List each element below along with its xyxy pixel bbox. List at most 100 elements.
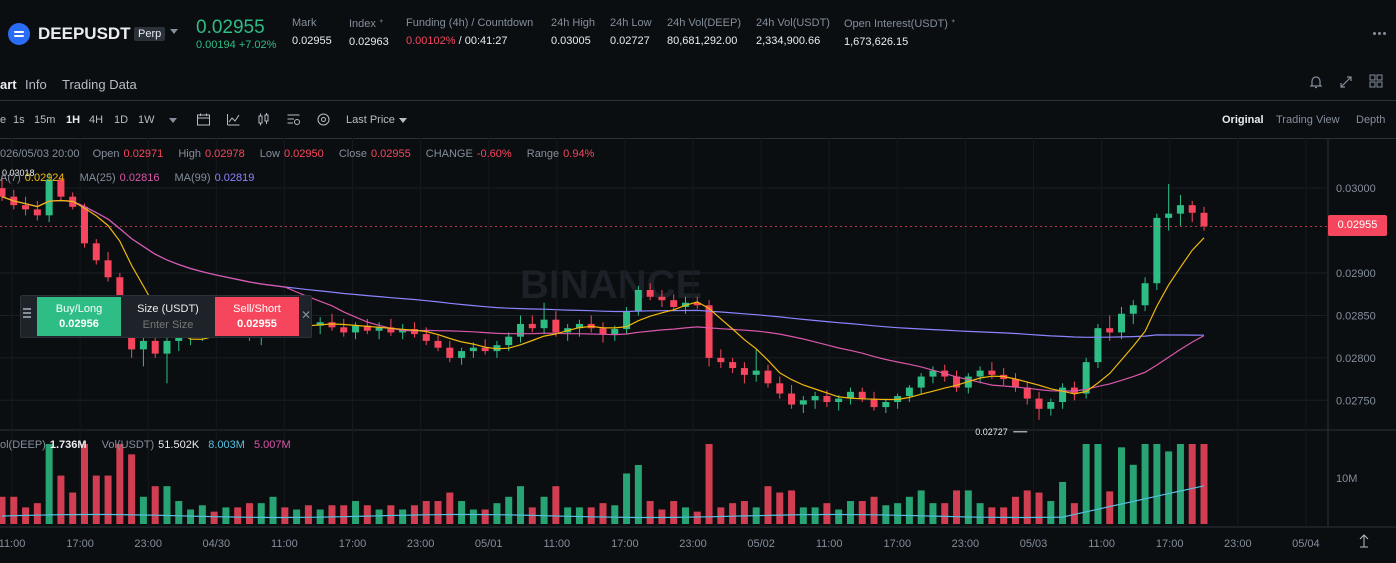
candle [1082, 362, 1090, 394]
bell-icon[interactable] [1308, 74, 1324, 90]
stat-value: 80,681,292.00 [667, 35, 738, 47]
volume-bar [634, 464, 642, 524]
stat-label[interactable]: Index ᐩ [349, 18, 384, 30]
symbol-name[interactable]: DEEPUSDT [38, 24, 131, 43]
gear-icon[interactable] [316, 112, 331, 127]
tab-trading-data[interactable]: Trading Data [62, 77, 137, 92]
drag-handle-icon[interactable] [23, 308, 31, 310]
ma7-value: 0.02924 [24, 172, 65, 184]
candle [163, 340, 171, 354]
candle [646, 290, 654, 297]
time-axis-label: 17:00 [1156, 538, 1184, 550]
candle [57, 179, 65, 197]
candle-type-icon[interactable] [256, 112, 271, 127]
time-axis-label: 11:00 [543, 538, 570, 550]
candle [375, 327, 383, 331]
volume-bar [1129, 464, 1137, 524]
candle [705, 305, 713, 358]
more-options-icon[interactable] [1373, 32, 1376, 35]
volume-bar [552, 486, 560, 524]
stat-label: Funding (4h) / Countdown [406, 17, 534, 29]
time-axis-label: 17:00 [611, 538, 639, 550]
interval-1w[interactable]: 1W [138, 114, 155, 126]
size-input[interactable] [126, 318, 210, 332]
candle [752, 370, 760, 375]
view-original[interactable]: Original [1222, 114, 1264, 126]
stat-label: 24h Vol(USDT) [756, 17, 830, 29]
time-axis-label: 23:00 [679, 538, 707, 550]
view-depth[interactable]: Depth [1356, 114, 1386, 126]
vol-usdt-label: Vol(USDT) [101, 439, 155, 451]
volume-bar [481, 509, 489, 524]
price-axis-label: 0.02900 [1336, 268, 1376, 280]
candle [788, 393, 796, 405]
calendar-icon[interactable] [196, 112, 211, 127]
volume-bar [740, 501, 748, 524]
indicator-icon[interactable] [226, 112, 241, 127]
candle [953, 376, 961, 388]
vol-usdt-value: 51.502K [158, 439, 200, 451]
volume-bar [1047, 501, 1055, 524]
stat-label: Mark [292, 17, 317, 29]
stat-24h-vol-deep: 24h Vol(DEEP) 80,681,292.00 [667, 17, 741, 47]
candle [363, 325, 371, 331]
candlestick-chart[interactable]: 0.03000 0.02900 0.02850 0.02800 0.02750 BINAN… [0, 138, 1396, 563]
legend-low-label: Low [259, 148, 280, 160]
volume-bar [293, 509, 301, 524]
legend-close: 0.02955 [370, 148, 411, 160]
candle [811, 396, 819, 401]
ma25-line [1, 196, 1205, 392]
chevron-down-icon[interactable] [170, 29, 178, 34]
volume-bar [1070, 503, 1078, 524]
time-axis-label: 04/30 [203, 538, 231, 550]
close-icon[interactable]: ✕ [301, 308, 312, 322]
chevron-down-icon[interactable] [399, 118, 407, 123]
interval-4h[interactable]: 4H [89, 114, 104, 126]
expand-icon[interactable] [1338, 74, 1354, 90]
candle [1188, 205, 1196, 213]
volume-bar [458, 501, 466, 524]
volume-bar [858, 501, 866, 524]
volume-bar [139, 496, 147, 524]
tab-chart[interactable]: art [0, 77, 17, 92]
candle [1059, 387, 1067, 402]
interval-1s[interactable]: 1s [13, 114, 25, 126]
deep-token-icon [8, 23, 30, 45]
view-trading-view[interactable]: Trading View [1276, 114, 1340, 126]
candle [1129, 305, 1137, 314]
price-type-select[interactable]: Last Price [346, 114, 395, 126]
tab-info[interactable]: Info [25, 77, 47, 92]
candle [80, 206, 88, 244]
candle [835, 398, 843, 402]
interval-15m[interactable]: 15m [34, 114, 56, 126]
time-axis-label: 11:00 [816, 538, 843, 550]
stat-mark: Mark 0.02955 [292, 17, 332, 47]
interval-1d[interactable]: 1D [114, 114, 129, 126]
candle [634, 290, 642, 312]
chart-canvas[interactable]: 0.03000 0.02900 0.02850 0.02800 0.02750 BINAN… [0, 138, 1396, 563]
candle [658, 296, 666, 301]
candle [846, 391, 854, 399]
chart-settings-icon[interactable] [286, 112, 301, 127]
stat-label[interactable]: Open Interest(USDT) ᐩ [844, 18, 956, 30]
volume-bar [104, 475, 112, 524]
sell-short-button[interactable]: Sell/Short 0.02955 [215, 297, 299, 336]
grid-layout-icon[interactable] [1368, 73, 1384, 89]
buy-long-button[interactable]: Buy/Long 0.02956 [37, 297, 121, 336]
interval-time[interactable]: e [0, 114, 7, 126]
interval-1h[interactable]: 1H [66, 114, 81, 126]
volume-bar [469, 509, 477, 524]
volume-bar [646, 501, 654, 524]
ma25-label: MA(25) [79, 172, 116, 184]
time-axis-label: 17:00 [339, 538, 367, 550]
volume-bar [116, 444, 124, 524]
interval-dropdown-icon[interactable] [169, 118, 177, 123]
candle [917, 376, 925, 388]
candle [905, 387, 913, 397]
candle [1200, 212, 1208, 227]
candle [882, 402, 890, 408]
last-price: 0.02955 [196, 17, 265, 38]
volume-bar [1200, 444, 1208, 524]
candle [870, 398, 878, 408]
volume-bar [363, 505, 371, 524]
